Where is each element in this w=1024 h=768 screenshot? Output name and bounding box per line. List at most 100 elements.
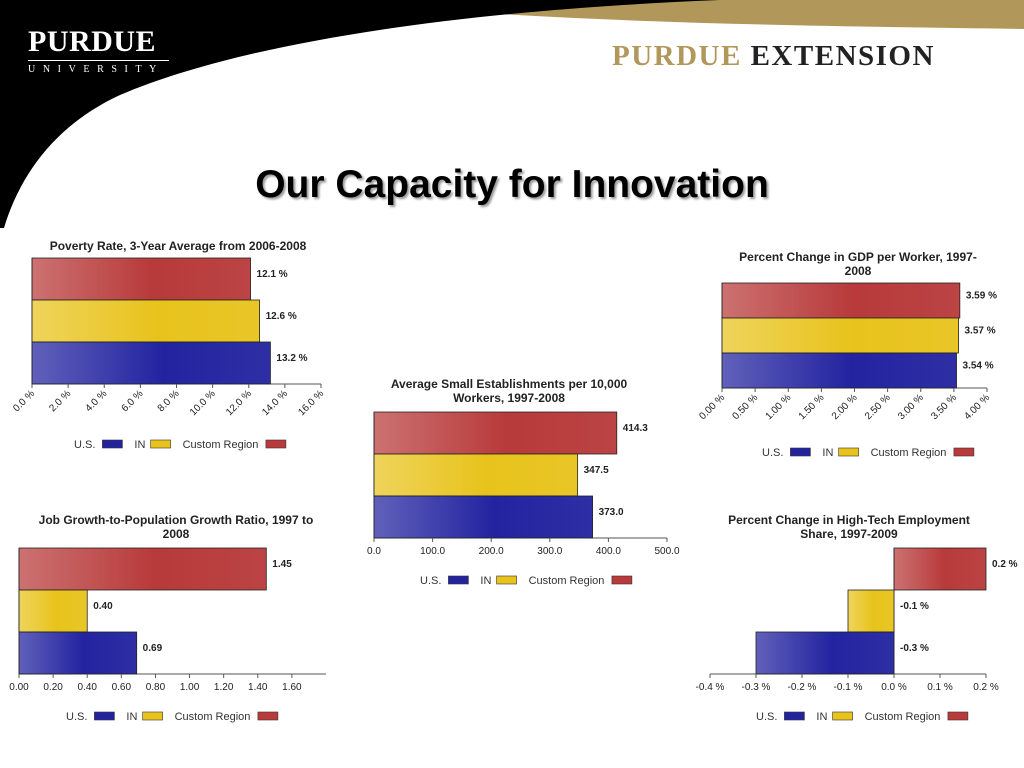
legend-label: U.S.: [74, 439, 95, 451]
legend-swatch: [448, 575, 469, 585]
x-tick-label: 1.00 %: [764, 392, 794, 422]
legend-label: IN: [822, 447, 833, 459]
x-tick-label: 1.40: [248, 682, 268, 693]
x-tick-label: 0.0 %: [11, 388, 37, 414]
legend-swatch: [790, 447, 811, 457]
bar-u-s-: [721, 352, 957, 389]
bar-value-label: 13.2 %: [276, 353, 307, 364]
x-tick-label: 16.0 %: [296, 388, 326, 418]
chart-title-line: Poverty Rate, 3-Year Average from 2006-2…: [50, 239, 307, 253]
x-tick-label: 0.60: [112, 682, 132, 693]
bar-value-label: -0.3 %: [900, 643, 929, 654]
x-tick-label: 400.0: [596, 546, 621, 557]
bar-in: [31, 299, 260, 343]
x-tick-label: 2.0 %: [47, 388, 73, 414]
bar-in: [847, 589, 895, 633]
legend-swatch: [496, 575, 517, 585]
legend-label: IN: [126, 711, 137, 723]
bar-value-label: 0.2 %: [992, 559, 1018, 570]
bar-value-label: 12.1 %: [257, 269, 288, 280]
x-tick-label: 2.00 %: [830, 392, 860, 422]
x-tick-label: 0.00 %: [697, 392, 727, 422]
bar-value-label: 3.57 %: [965, 326, 996, 337]
chart-title-line: Job Growth-to-Population Growth Ratio, 1…: [39, 513, 314, 527]
x-tick-label: -0.1 %: [834, 682, 863, 693]
header-swoosh: [0, 0, 1024, 228]
x-tick-label: 1.60: [282, 682, 302, 693]
logo-name: PURDUE: [28, 25, 156, 58]
legend-label: U.S.: [756, 711, 777, 723]
x-tick-label: 8.0 %: [156, 388, 182, 414]
bar-u-s-: [755, 631, 895, 675]
legend-swatch: [142, 711, 163, 721]
bar-value-label: 373.0: [599, 507, 624, 518]
legend-label: Custom Region: [529, 575, 605, 587]
x-tick-label: 3.50 %: [929, 392, 959, 422]
high-tech-employment-chart: Percent Change in High-Tech Employment Sh…: [690, 508, 1024, 733]
legend-label: Custom Region: [871, 447, 947, 459]
chart-title-line: Percent Change in High-Tech Employment: [728, 513, 970, 527]
x-tick-label: 0.0: [367, 546, 381, 557]
gdp-svg: Percent Change in GDP per Worker, 1997-2…: [697, 250, 997, 459]
legend-swatch: [102, 439, 123, 449]
x-tick-label: -0.2 %: [788, 682, 817, 693]
x-tick-label: 1.00: [180, 682, 200, 693]
legend-swatch: [838, 447, 859, 457]
bar-value-label: 3.54 %: [963, 361, 994, 372]
x-tick-label: 0.40: [77, 682, 97, 693]
bar-value-label: 1.45: [272, 559, 292, 570]
poverty-svg: Poverty Rate, 3-Year Average from 2006-2…: [11, 239, 326, 451]
bar-value-label: 0.40: [93, 601, 113, 612]
job-growth-ratio-chart: Job Growth-to-Population Growth Ratio, 1…: [0, 508, 345, 733]
legend-label: U.S.: [420, 575, 441, 587]
bar-u-s-: [18, 631, 138, 675]
legend-swatch: [94, 711, 115, 721]
legend-label: U.S.: [66, 711, 87, 723]
chart-title-line: Percent Change in GDP per Worker, 1997-: [739, 250, 977, 264]
bar-in: [18, 589, 88, 633]
x-tick-label: 14.0 %: [260, 388, 290, 418]
legend-label: U.S.: [762, 447, 783, 459]
chart-title-line: Share, 1997-2009: [800, 527, 898, 541]
chart-title-line: 2008: [845, 264, 872, 278]
bar-custom-region: [721, 282, 961, 319]
legend-swatch: [257, 711, 279, 721]
chart-title-line: 2008: [163, 527, 190, 541]
x-tick-label: 200.0: [479, 546, 504, 557]
bar-in: [373, 453, 579, 497]
small_est-svg: Average Small Establishments per 10,000W…: [367, 377, 680, 587]
bar-custom-region: [893, 547, 987, 591]
x-tick-label: 0.20: [43, 682, 63, 693]
legend-swatch: [150, 439, 171, 449]
gdp-per-worker-chart: Percent Change in GDP per Worker, 1997- 2…: [690, 240, 1024, 470]
legend-label: IN: [134, 439, 145, 451]
x-tick-label: 0.00: [9, 682, 29, 693]
legend-label: Custom Region: [175, 711, 251, 723]
small-establishments-chart: Average Small Establishments per 10,000 W…: [360, 370, 690, 595]
legend-swatch: [784, 711, 805, 721]
x-tick-label: 3.00 %: [896, 392, 926, 422]
x-tick-label: -0.4 %: [696, 682, 725, 693]
legend-swatch: [832, 711, 853, 721]
legend-swatch: [953, 447, 975, 457]
bar-custom-region: [18, 547, 267, 591]
bar-value-label: 0.69: [143, 643, 163, 654]
hightech-svg: Percent Change in High-Tech EmploymentSh…: [696, 513, 1018, 723]
legend-swatch: [611, 575, 633, 585]
legend-label: Custom Region: [183, 439, 259, 451]
bar-u-s-: [373, 495, 593, 539]
bar-value-label: -0.1 %: [900, 601, 929, 612]
purdue-university-logo: PURDUE UNIVERSITY: [28, 26, 169, 75]
chart-title-line: Workers, 1997-2008: [453, 391, 565, 405]
bar-u-s-: [31, 341, 271, 385]
x-tick-label: 300.0: [537, 546, 562, 557]
bar-custom-region: [31, 257, 251, 301]
x-tick-label: 12.0 %: [224, 388, 254, 418]
x-tick-label: 0.80: [146, 682, 166, 693]
purdue-extension-logo: PURDUE EXTENSION: [612, 40, 935, 73]
job_growth-svg: Job Growth-to-Population Growth Ratio, 1…: [9, 513, 326, 723]
logo-subtitle: UNIVERSITY: [28, 64, 164, 75]
x-tick-label: 100.0: [420, 546, 445, 557]
poverty-rate-chart: Poverty Rate, 3-Year Average from 2006-2…: [0, 232, 345, 452]
x-tick-label: 0.2 %: [973, 682, 999, 693]
